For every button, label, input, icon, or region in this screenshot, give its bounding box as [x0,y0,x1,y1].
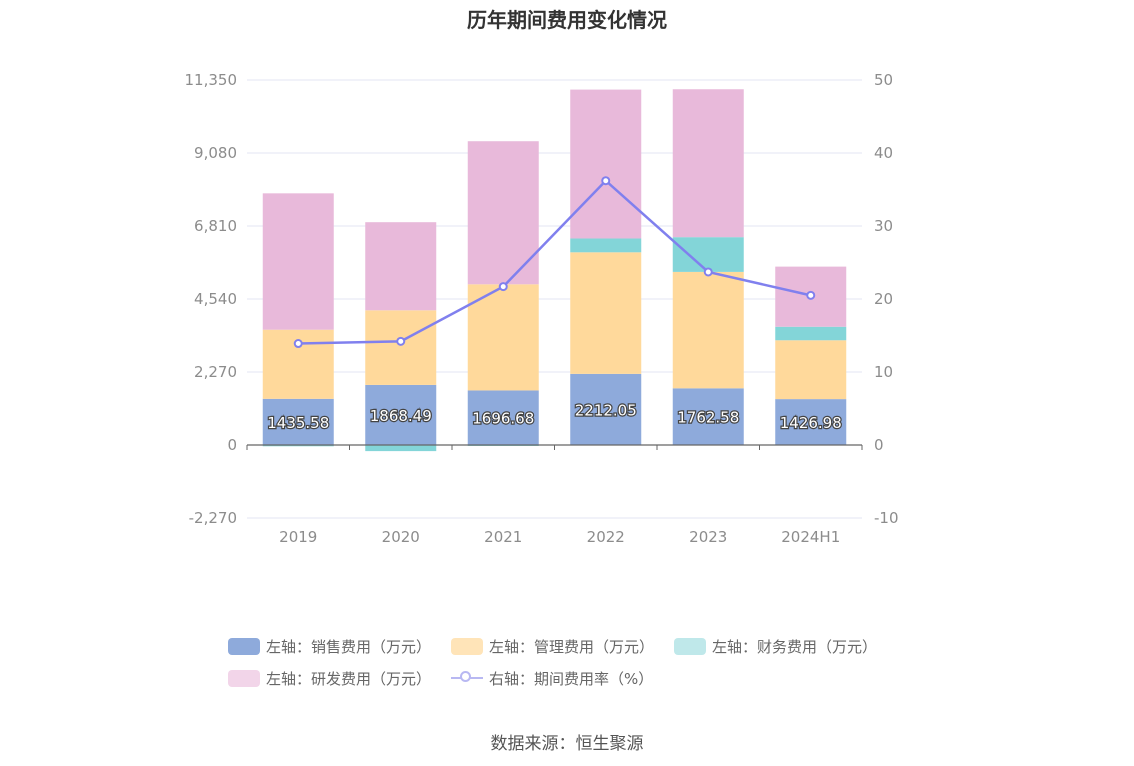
rate-line-path [298,179,812,345]
right-tick-label: 0 [874,436,884,454]
legend-swatch-admin [451,637,484,655]
legend-label-admin: 左轴：管理费用（万元） [489,637,655,656]
bar-2021-s3 [467,141,539,285]
data-label: 1868.49 [370,407,432,425]
bars [262,89,847,452]
bar-2023-s0 [672,388,744,445]
left-tick-label: 4,540 [194,290,237,308]
bar-2020-s2 [365,445,437,452]
legend-line-rate-icon [451,670,484,687]
left-tick-label: 6,810 [194,217,237,235]
right-tick-label: -10 [874,509,899,527]
bar-2019-s0 [262,398,334,445]
x-tick-label: 2022 [587,528,625,546]
rate-point-2023 [703,267,713,277]
bar-2020-s3 [365,222,437,311]
left-axis: 11,350 9,080 6,810 4,540 2,270 0 -2,270 [185,71,238,527]
legend: 左轴：销售费用（万元） 左轴：管理费用（万元） 左轴：财务费用（万元） 左轴：研… [228,630,928,694]
legend-item-rnd[interactable]: 左轴：研发费用（万元） [228,668,431,689]
data-label: 1426.98 [780,414,842,432]
bar-2020-s1 [365,310,437,385]
chart-title: 历年期间费用变化情况 [467,8,667,32]
legend-item-rate[interactable]: 右轴：期间费用率（%） [451,668,653,689]
bar-2022-s0 [570,373,642,445]
legend-label-finance: 左轴：财务费用（万元） [712,637,878,656]
rate-point-2021 [498,282,508,292]
bar-2020-s0 [365,384,437,445]
bar-2024H1-s0 [775,399,847,445]
legend-swatch-sales [228,637,260,655]
data-labels: 1435.58 1868.49 1696.68 2212.05 1762.58 1426.… [266,400,843,433]
bar-2019-s3 [262,193,334,330]
legend-label-rate: 右轴：期间费用率（%） [489,669,654,688]
x-tick-label: 2023 [689,528,727,546]
legend-row-1: 左轴：销售费用（万元） 左轴：管理费用（万元） 左轴：财务费用（万元） [228,630,928,662]
bar-2023-s2 [672,237,744,272]
legend-row-2: 左轴：研发费用（万元） 右轴：期间费用率（%） [228,662,928,694]
bar-2019-s2 [262,445,334,447]
bar-2021-s1 [467,284,539,391]
legend-swatch-finance [674,637,707,655]
bar-2022-s2 [570,238,642,253]
legend-swatch-rnd [228,669,260,687]
x-tick-label: 2019 [279,528,317,546]
bar-2023-s3 [672,89,744,238]
gridlines [247,79,862,519]
legend-label-sales: 左轴：销售费用（万元） [266,637,432,656]
legend-item-admin[interactable]: 左轴：管理费用（万元） [451,636,654,657]
x-tick-label: 2020 [382,528,420,546]
left-tick-label: -2,270 [189,509,237,527]
right-tick-label: 20 [874,290,893,308]
x-tick-label: 2021 [484,528,522,546]
legend-label-rnd: 左轴：研发费用（万元） [266,669,432,688]
bar-2024H1-s1 [775,340,847,400]
right-axis: 50 40 30 20 10 0 -10 [874,71,899,527]
right-tick-label: 50 [874,71,893,89]
left-tick-label: 9,080 [194,144,237,162]
x-axis: 2019 2020 2021 2022 2023 2024H1 [246,444,863,546]
left-tick-label: 11,350 [185,71,238,89]
bar-2024H1-s2 [775,326,847,341]
x-tick-label: 2024H1 [781,528,840,546]
data-label: 1696.68 [472,410,534,428]
right-tick-label: 10 [874,363,893,381]
right-tick-label: 40 [874,144,893,162]
data-label: 1762.58 [677,409,739,427]
right-tick-label: 30 [874,217,893,235]
bar-2023-s1 [672,271,744,389]
source-note: 数据来源：恒生聚源 [490,734,644,754]
left-tick-label: 0 [227,436,237,454]
legend-item-finance[interactable]: 左轴：财务费用（万元） [674,636,877,657]
bar-2022-s1 [570,252,642,374]
rate-point-2022 [601,176,611,186]
bar-2022-s3 [570,89,642,239]
rate-line [293,176,816,349]
rate-point-2024H1 [806,290,816,300]
rate-point-2020 [396,336,406,346]
rate-point-2019 [293,339,303,349]
data-label: 2212.05 [575,401,637,419]
legend-item-sales[interactable]: 左轴：销售费用（万元） [228,636,431,657]
data-label: 1435.58 [267,414,329,432]
bar-2021-s0 [467,390,539,445]
left-tick-label: 2,270 [194,363,237,381]
